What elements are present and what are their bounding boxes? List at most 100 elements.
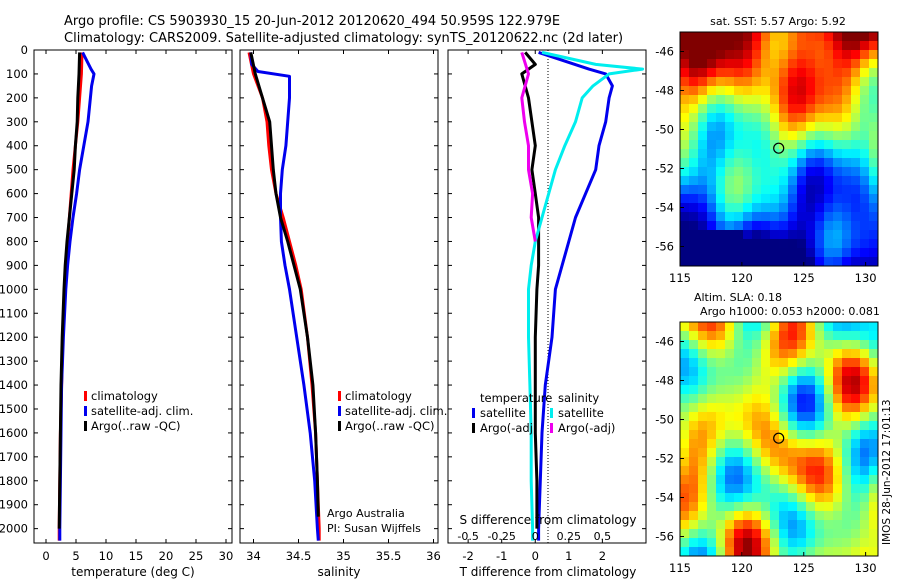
map-cell <box>806 50 816 60</box>
map-cell <box>806 230 816 240</box>
map-cell <box>752 421 762 431</box>
map-cell <box>806 41 816 51</box>
map-cell <box>824 131 834 141</box>
map-cell <box>752 32 762 42</box>
map-cell <box>770 466 780 476</box>
map-cell <box>680 475 690 485</box>
map-cell <box>806 394 816 404</box>
map-cell <box>833 113 843 123</box>
map-cell <box>725 257 735 267</box>
map-cell <box>869 484 879 494</box>
map-cell <box>842 212 852 222</box>
map-cell <box>689 203 699 213</box>
map-cell <box>851 529 861 539</box>
map-cell <box>716 32 726 42</box>
map-cell <box>743 430 753 440</box>
map-cell <box>752 185 762 195</box>
map-cell <box>761 331 771 341</box>
map-cell <box>833 520 843 530</box>
map-cell <box>815 239 825 249</box>
map-cell <box>743 394 753 404</box>
y-tick-label: 500 <box>6 163 28 177</box>
map-cell <box>689 385 699 395</box>
map-cell <box>680 104 690 114</box>
map-cell <box>797 95 807 105</box>
map-cell <box>824 358 834 368</box>
lat-tick-label: -46 <box>655 335 674 349</box>
map-cell <box>680 41 690 51</box>
map-cell <box>779 367 789 377</box>
map-cell <box>869 412 879 422</box>
map-cell <box>680 493 690 503</box>
map-cell <box>842 394 852 404</box>
map-cell <box>797 50 807 60</box>
map-cell <box>707 194 717 204</box>
map-cell <box>680 212 690 222</box>
map-cell <box>869 529 879 539</box>
map-cell <box>734 212 744 222</box>
map-cell <box>833 239 843 249</box>
series-line-2 <box>57 52 82 529</box>
map-cell <box>779 140 789 150</box>
map-cell <box>797 457 807 467</box>
map-cell <box>860 248 870 258</box>
map-cell <box>797 475 807 485</box>
map-cell <box>680 394 690 404</box>
map-cell <box>725 230 735 240</box>
map-cell <box>788 194 798 204</box>
legend-swatch <box>84 391 87 401</box>
map-cell <box>698 68 708 78</box>
map-cell <box>824 50 834 60</box>
map-cell <box>869 194 879 204</box>
map-cell <box>725 77 735 87</box>
map-cell <box>779 322 789 332</box>
map-cell <box>779 439 789 449</box>
map-cell <box>869 439 879 449</box>
map-cell <box>824 367 834 377</box>
map-cell <box>797 412 807 422</box>
map-cell <box>860 421 870 431</box>
map-cell <box>707 131 717 141</box>
map-cell <box>734 122 744 132</box>
map-cell <box>869 430 879 440</box>
y-tick-label: 2000 <box>0 522 28 536</box>
map-cell <box>716 421 726 431</box>
map-cell <box>860 50 870 60</box>
y-tick-label: 1200 <box>0 330 28 344</box>
map-cell <box>680 158 690 168</box>
map-cell <box>698 430 708 440</box>
map-cell <box>698 104 708 114</box>
map-cell <box>842 538 852 548</box>
map-cell <box>770 538 780 548</box>
map-cell <box>716 412 726 422</box>
map-cell <box>833 466 843 476</box>
map-cell <box>860 547 870 557</box>
map-cell <box>806 511 816 521</box>
map-cell <box>770 86 780 96</box>
map-cell <box>860 86 870 96</box>
map-cell <box>824 203 834 213</box>
map-cell <box>680 194 690 204</box>
map-cell <box>833 158 843 168</box>
map-cell <box>860 349 870 359</box>
map-cell <box>770 331 780 341</box>
map-cell <box>797 439 807 449</box>
map-cell <box>788 41 798 51</box>
salinity-axes <box>239 49 439 544</box>
map-cell <box>797 176 807 186</box>
y-tick-label: 800 <box>6 234 28 248</box>
map-cell <box>707 158 717 168</box>
map-cell <box>806 194 816 204</box>
map-cell <box>788 403 798 413</box>
map-cell <box>716 50 726 60</box>
map-cell <box>761 149 771 159</box>
map-cell <box>860 149 870 159</box>
map-cell <box>842 322 852 332</box>
map-cell <box>707 257 717 267</box>
map-cell <box>761 248 771 258</box>
legend-swatch <box>84 406 87 416</box>
map-cell <box>689 439 699 449</box>
map-cell <box>851 221 861 231</box>
map-cell <box>743 113 753 123</box>
